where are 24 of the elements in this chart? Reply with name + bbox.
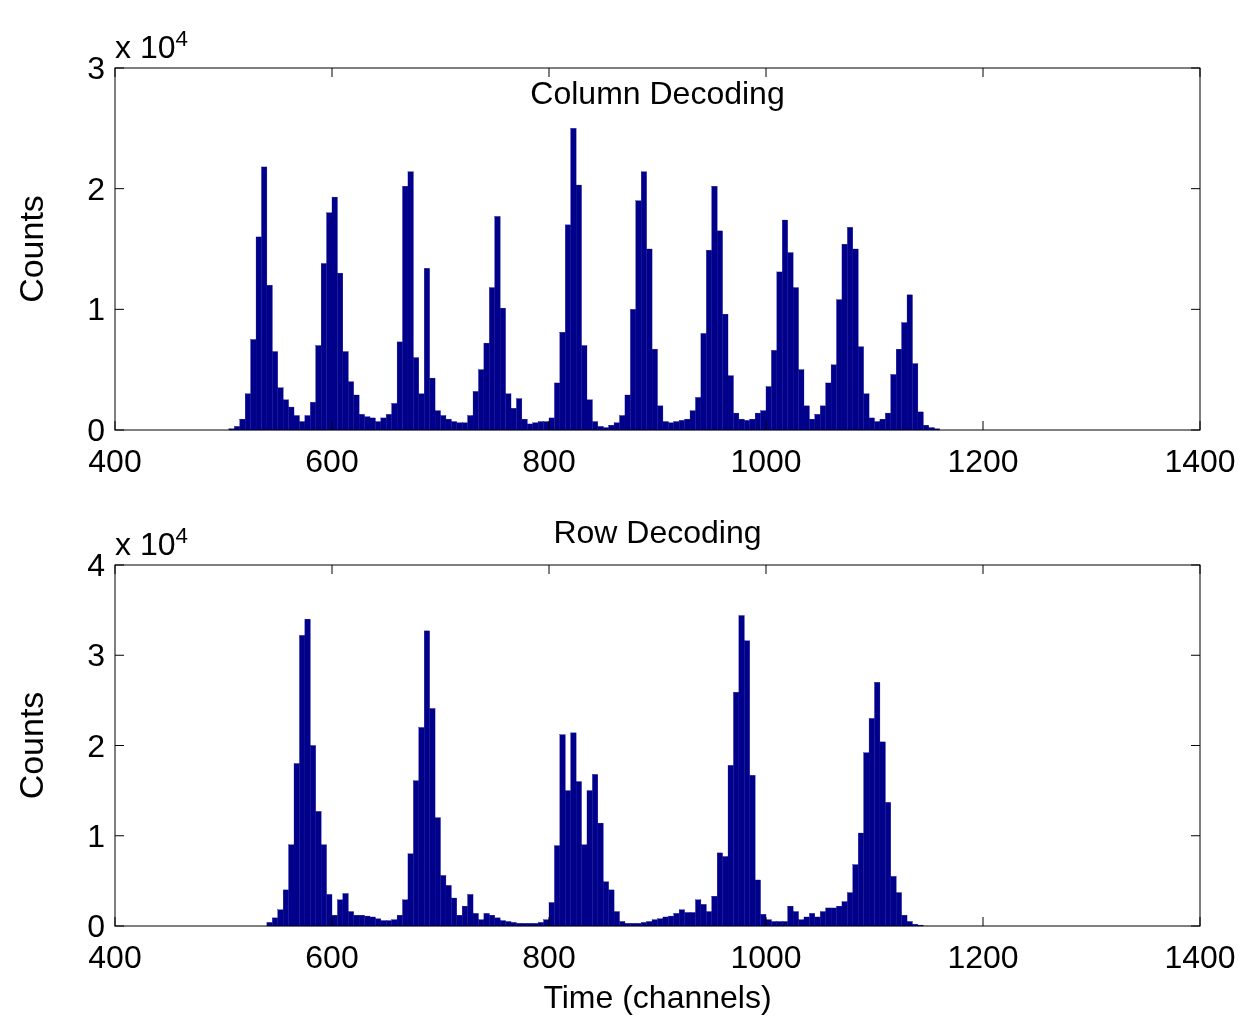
x-tick-label: 1400: [1164, 939, 1236, 975]
x-tick-label: 1000: [730, 443, 802, 479]
y-tick-label: 3: [87, 50, 105, 86]
x-tick-label: 800: [522, 939, 576, 975]
y-tick-label: 3: [87, 637, 105, 674]
x-tick-label: 800: [522, 443, 576, 479]
y-tick-label: 2: [87, 727, 105, 764]
x-tick-label: 1000: [730, 939, 802, 975]
chart-title: Row Decoding: [553, 514, 762, 550]
x-tick-label: 1400: [1164, 443, 1236, 479]
x-tick-label: 600: [305, 443, 359, 479]
x-tick-label: 1200: [947, 443, 1019, 479]
text: x 10$^{4}$: [115, 25, 188, 65]
x-tick-label: 600: [305, 939, 359, 975]
text: x 10$^{4}$: [115, 522, 188, 562]
y-axis-title: Counts: [12, 691, 50, 800]
x-axis-title: Time (channels): [543, 979, 772, 1015]
x-tick-label: 1200: [947, 939, 1019, 975]
y-tick-label: 4: [87, 547, 105, 583]
y-tick-label: 1: [87, 817, 105, 854]
y-tick-label: 2: [87, 170, 105, 207]
y-tick-label: 1: [87, 291, 105, 328]
chart-title: Column Decoding: [530, 75, 785, 111]
y-axis-title: Counts: [12, 195, 50, 303]
